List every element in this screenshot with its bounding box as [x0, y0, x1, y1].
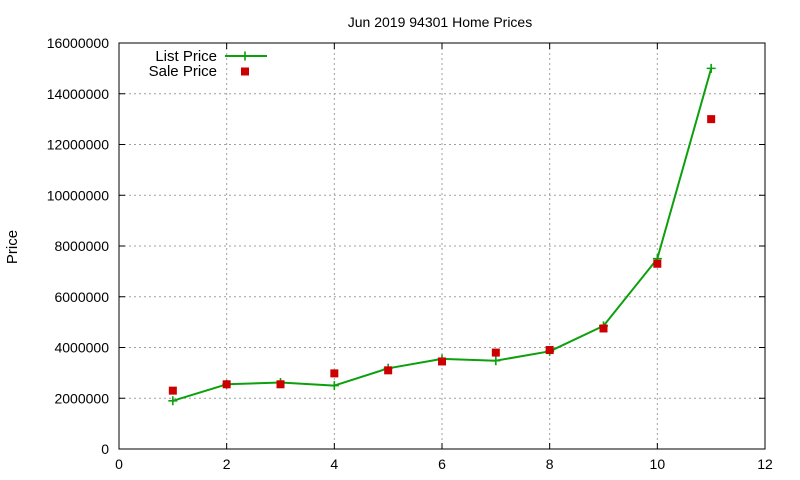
sale-price-point [168, 386, 177, 395]
sale-price-point [438, 357, 446, 366]
y-tick-label: 8000000 [54, 238, 109, 254]
y-axis-label: Price [4, 230, 21, 264]
sale-price-point [491, 348, 500, 357]
legend-marker-sale-price [241, 67, 249, 76]
axis-ticks: 0 2 4 6 8 10 12 0 2000000 4000000 6000000 8000000 10… [47, 35, 773, 472]
series-layer [168, 63, 716, 406]
y-tick-label: 12000000 [47, 137, 110, 153]
y-tick-label: 0 [101, 441, 109, 457]
legend-marker-list-price [240, 51, 250, 61]
x-tick-label: 4 [330, 456, 338, 472]
y-tick-label: 6000000 [54, 289, 109, 305]
y-tick-label: 14000000 [47, 86, 110, 102]
series-sale-price [168, 115, 716, 395]
legend: List Price Sale Price [149, 48, 267, 80]
list-price-point [168, 396, 178, 406]
x-tick-label: 12 [757, 456, 773, 472]
sale-price-point [653, 259, 662, 268]
y-tick-label: 4000000 [54, 340, 109, 356]
chart-title: Jun 2019 94301 Home Prices [348, 14, 532, 30]
x-tick-label: 6 [438, 456, 446, 472]
sale-price-point [222, 380, 231, 389]
x-tick-label: 8 [546, 456, 554, 472]
sale-price-point [330, 369, 339, 378]
list-price-point [329, 381, 339, 391]
sale-price-point [599, 324, 608, 333]
list-price-point [491, 356, 501, 366]
x-tick-label: 10 [650, 456, 666, 472]
legend-label-sale-price: Sale Price [149, 63, 217, 80]
sale-price-point [707, 115, 716, 124]
sale-price-point [276, 380, 285, 389]
y-tick-label: 2000000 [54, 390, 109, 406]
x-tick-label: 0 [115, 456, 123, 472]
sale-price-point [545, 346, 554, 355]
x-tick-label: 2 [223, 456, 231, 472]
legend-label-list-price: List Price [155, 48, 217, 65]
list-price-point [706, 63, 716, 73]
sale-price-point [384, 366, 393, 375]
y-tick-label: 16000000 [47, 35, 110, 51]
y-tick-label: 10000000 [47, 187, 110, 203]
